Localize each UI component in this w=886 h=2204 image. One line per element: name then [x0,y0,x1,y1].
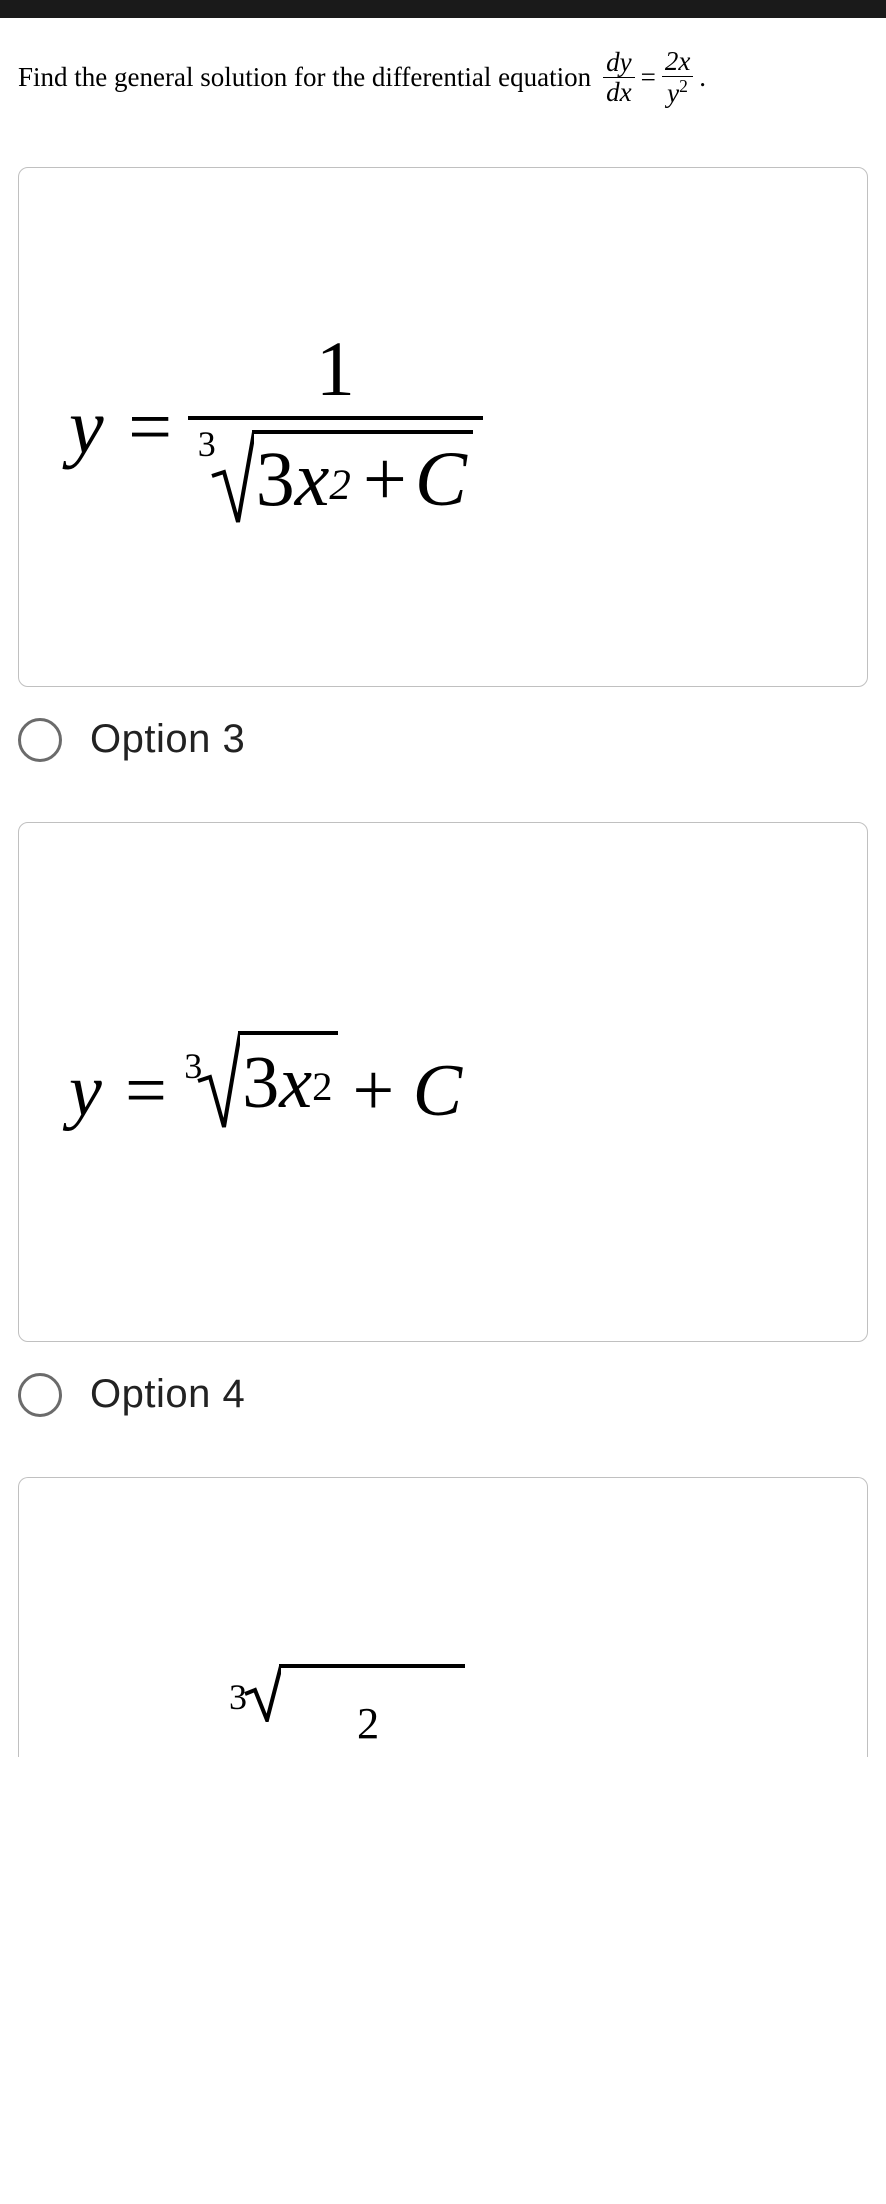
content-area: Find the general solution for the differ… [0,18,886,1757]
radio-icon[interactable] [18,718,62,762]
fraction-2x-y2: 2x y2 [662,48,693,107]
option-5-equation-partial: 3 2 [229,1664,465,1757]
fraction-dy-dx: dy dx [603,49,634,106]
option-4-radio-row[interactable]: Option 4 [18,1372,868,1417]
radio-icon[interactable] [18,1373,62,1417]
equals-sign: = [641,62,656,93]
option-4-label: Option 4 [90,1372,245,1417]
option-5-card-partial[interactable]: 3 2 [18,1477,868,1757]
radical-icon [196,1031,240,1131]
option-3-equation: y = 1 3 3x2 + C [69,328,483,526]
question-prefix: Find the general solution for the differ… [18,62,591,93]
radical-icon [210,430,254,526]
option-3-card[interactable]: y = 1 3 3x2 + C [18,167,868,687]
question-suffix: . [699,62,706,93]
option-4-card[interactable]: y = 3 3x2 + C [18,822,868,1342]
option-3-fraction: 1 3 3x2 + C [188,328,483,526]
radical-icon [243,1664,281,1722]
option-4-equation: y = 3 3x2 + C [69,1031,462,1134]
option-3-radio-row[interactable]: Option 3 [18,717,868,762]
option-3-label: Option 3 [90,717,245,762]
question-text: Find the general solution for the differ… [18,48,868,107]
top-bar [0,0,886,18]
